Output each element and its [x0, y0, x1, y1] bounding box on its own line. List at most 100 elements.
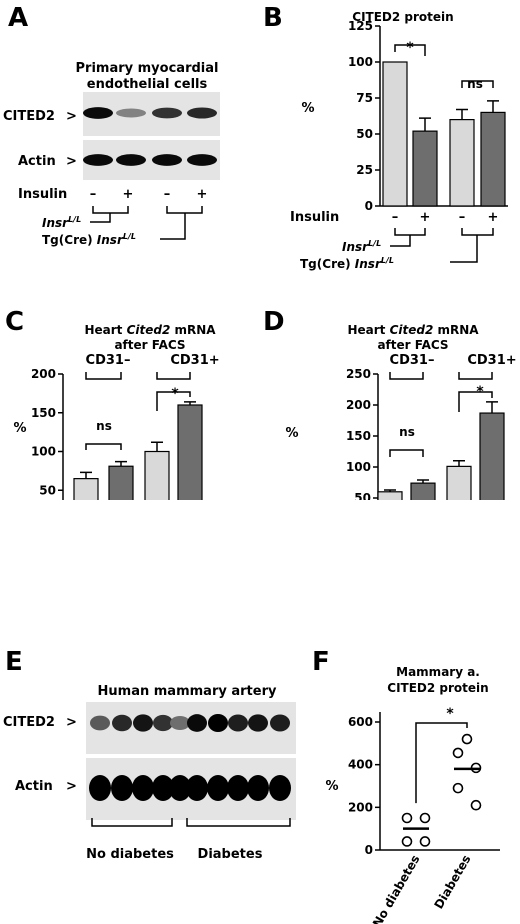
- panel-b-ytick-label-1: 25: [356, 163, 373, 177]
- panel-d-group1: CD31–: [390, 353, 435, 368]
- panel-b-insulin-label: Insulin: [290, 210, 339, 225]
- panel-a-actin-arrow: >: [66, 154, 77, 169]
- panel-b: B CITED2 protein % 0 25 50 75 100 125 * ns In…: [263, 3, 508, 271]
- panel-a-cited2-label: CITED2: [3, 109, 55, 124]
- panel-f-point-2-5: [470, 799, 482, 811]
- panel-d-sig-bracket-2: [458, 391, 493, 412]
- panel-a-cited2-band-1: [83, 107, 113, 119]
- panel-c-sig-bracket-3: [85, 372, 122, 380]
- panel-c-bar-2: [108, 465, 134, 500]
- panel-e-cited2-band-5: [170, 715, 190, 731]
- panel-a-letter: A: [8, 3, 28, 33]
- panel-f-title-line1: Mammary a.: [396, 665, 480, 679]
- panel-d-ytick-label-4: 200: [346, 398, 371, 412]
- panel-b-treat-3: –: [459, 210, 466, 225]
- panel-f-ytick-label-0: 0: [365, 843, 373, 857]
- panel-c-title-line2: after FACS: [114, 338, 185, 352]
- panel-f-ylabel: %: [325, 779, 338, 794]
- panel-e-cited2-band-3: [133, 714, 153, 732]
- panel-a-actin-label: Actin: [18, 154, 56, 169]
- panel-f-ytick-label-1: 200: [348, 800, 373, 814]
- panel-d-group2: CD31+: [467, 353, 516, 368]
- panel-a-treat-2: +: [123, 187, 134, 202]
- panel-b-treat-1: –: [392, 210, 399, 225]
- panel-d-ytick-label-3: 150: [346, 429, 371, 443]
- panel-b-bar-1: [382, 61, 408, 207]
- panel-a-bands: [83, 107, 217, 166]
- panel-e-actin-band-1: [89, 775, 111, 801]
- panel-c-bar-1: [73, 478, 99, 500]
- panel-f-sig-bracket: [415, 722, 468, 804]
- panel-a-genotype1: InsrL/L: [42, 215, 81, 230]
- panel-c-sig2: *: [171, 386, 179, 402]
- panel-a-insulin-label: Insulin: [18, 187, 67, 202]
- panel-b-error-2: [419, 117, 431, 132]
- panel-c-plot: 050100150200Low-fatHigh-fatLow-fatHigh-f…: [31, 367, 203, 500]
- panel-f-category-2: Diabetes: [432, 853, 474, 912]
- panel-e-group2: Diabetes: [198, 847, 263, 862]
- panel-c-group2: CD31+: [170, 353, 219, 368]
- panel-d-bar-3: [446, 465, 472, 500]
- panel-f-point-2-2: [452, 747, 464, 759]
- panel-d-bar-4: [479, 412, 505, 500]
- panel-f-ytick-label-3: 600: [348, 715, 373, 729]
- panel-d-sig1: ns: [399, 425, 415, 439]
- panel-e-actin-arrow: >: [66, 779, 77, 794]
- panel-e-actin-band-8: [227, 775, 249, 801]
- panel-c-bar-3: [144, 450, 170, 500]
- panel-d-ytick-label-1: 50: [354, 491, 371, 500]
- panel-f-point-1-3: [401, 836, 413, 847]
- panel-d-ylabel: %: [285, 426, 298, 441]
- panel-d-error-4: [486, 401, 498, 414]
- panel-f-plot: 0 200 400 600 No diabetes Diabetes: [348, 712, 500, 924]
- panel-f-ytick-label-2: 400: [348, 758, 373, 772]
- panel-d-sig-bracket-3: [389, 372, 424, 380]
- panel-c-title-line1: Heart Cited2 mRNA: [84, 323, 216, 337]
- panel-a-title-line1: Primary myocardial: [76, 61, 219, 76]
- panel-c-bar-4: [177, 404, 203, 500]
- panel-f-point-1-2: [419, 812, 431, 824]
- panel-a-actin-band-1: [83, 154, 113, 166]
- panel-c-ytick-label-3: 150: [31, 406, 56, 420]
- panel-b-letter: B: [263, 3, 283, 33]
- panel-f-point-2-1: [461, 733, 473, 745]
- panel-a: A Primary myocardial endothelial cells C…: [3, 3, 220, 247]
- panel-b-treat-4: +: [488, 210, 499, 225]
- panel-e-cited2-band-7: [208, 714, 228, 732]
- panel-e-cited2-band-10: [270, 714, 290, 732]
- panel-a-genotype2: Tg(Cre) InsrL/L: [42, 232, 136, 247]
- panel-c-error-3: [151, 441, 163, 452]
- panel-b-bar-4: [480, 111, 506, 207]
- panel-e-actin-label: Actin: [15, 779, 53, 794]
- panel-d-error-1: [384, 489, 396, 492]
- panel-c-error-2: [115, 460, 127, 467]
- panel-e-cited2-band-6: [187, 714, 207, 732]
- panel-b-bar-2: [412, 130, 438, 207]
- panel-c-group1: CD31–: [86, 353, 131, 368]
- panel-d-sig-bracket-4: [458, 372, 493, 380]
- panel-b-ylabel: %: [301, 101, 314, 116]
- panel-d-bar-1: [377, 491, 403, 500]
- panel-d-title-line2: after FACS: [377, 338, 448, 352]
- panel-f-title-line2: CITED2 protein: [387, 681, 488, 695]
- panel-d-ytick-label-5: 250: [346, 367, 371, 381]
- panel-e-cited2-band-1: [90, 715, 110, 731]
- panel-b-sig-bracket-2: [461, 80, 494, 88]
- panel-b-error-4: [487, 100, 499, 113]
- panel-b-plot: 0 25 50 75 100 125: [348, 19, 508, 213]
- panel-e-group1: No diabetes: [86, 847, 174, 862]
- panel-d-error-2: [417, 479, 429, 484]
- panel-d-letter: D: [263, 307, 285, 337]
- panel-b-title: CITED2 protein: [352, 10, 453, 24]
- panel-c-ytick-label-4: 200: [31, 367, 56, 381]
- panel-e-actin-band-7: [207, 775, 229, 801]
- panel-f-category-1: No diabetes: [370, 853, 423, 924]
- panel-c-ylabel: %: [13, 421, 26, 436]
- panel-e-actin-band-2: [111, 775, 133, 801]
- panel-e-cited2-band-2: [112, 714, 132, 732]
- panel-e-actin-band-5: [169, 775, 191, 801]
- panel-d-ytick-label-2: 100: [346, 460, 371, 474]
- panel-c-ytick-label-1: 50: [39, 483, 56, 497]
- panel-b-genotype1: InsrL/L: [342, 239, 381, 254]
- panel-b-ytick-label-4: 100: [348, 55, 373, 69]
